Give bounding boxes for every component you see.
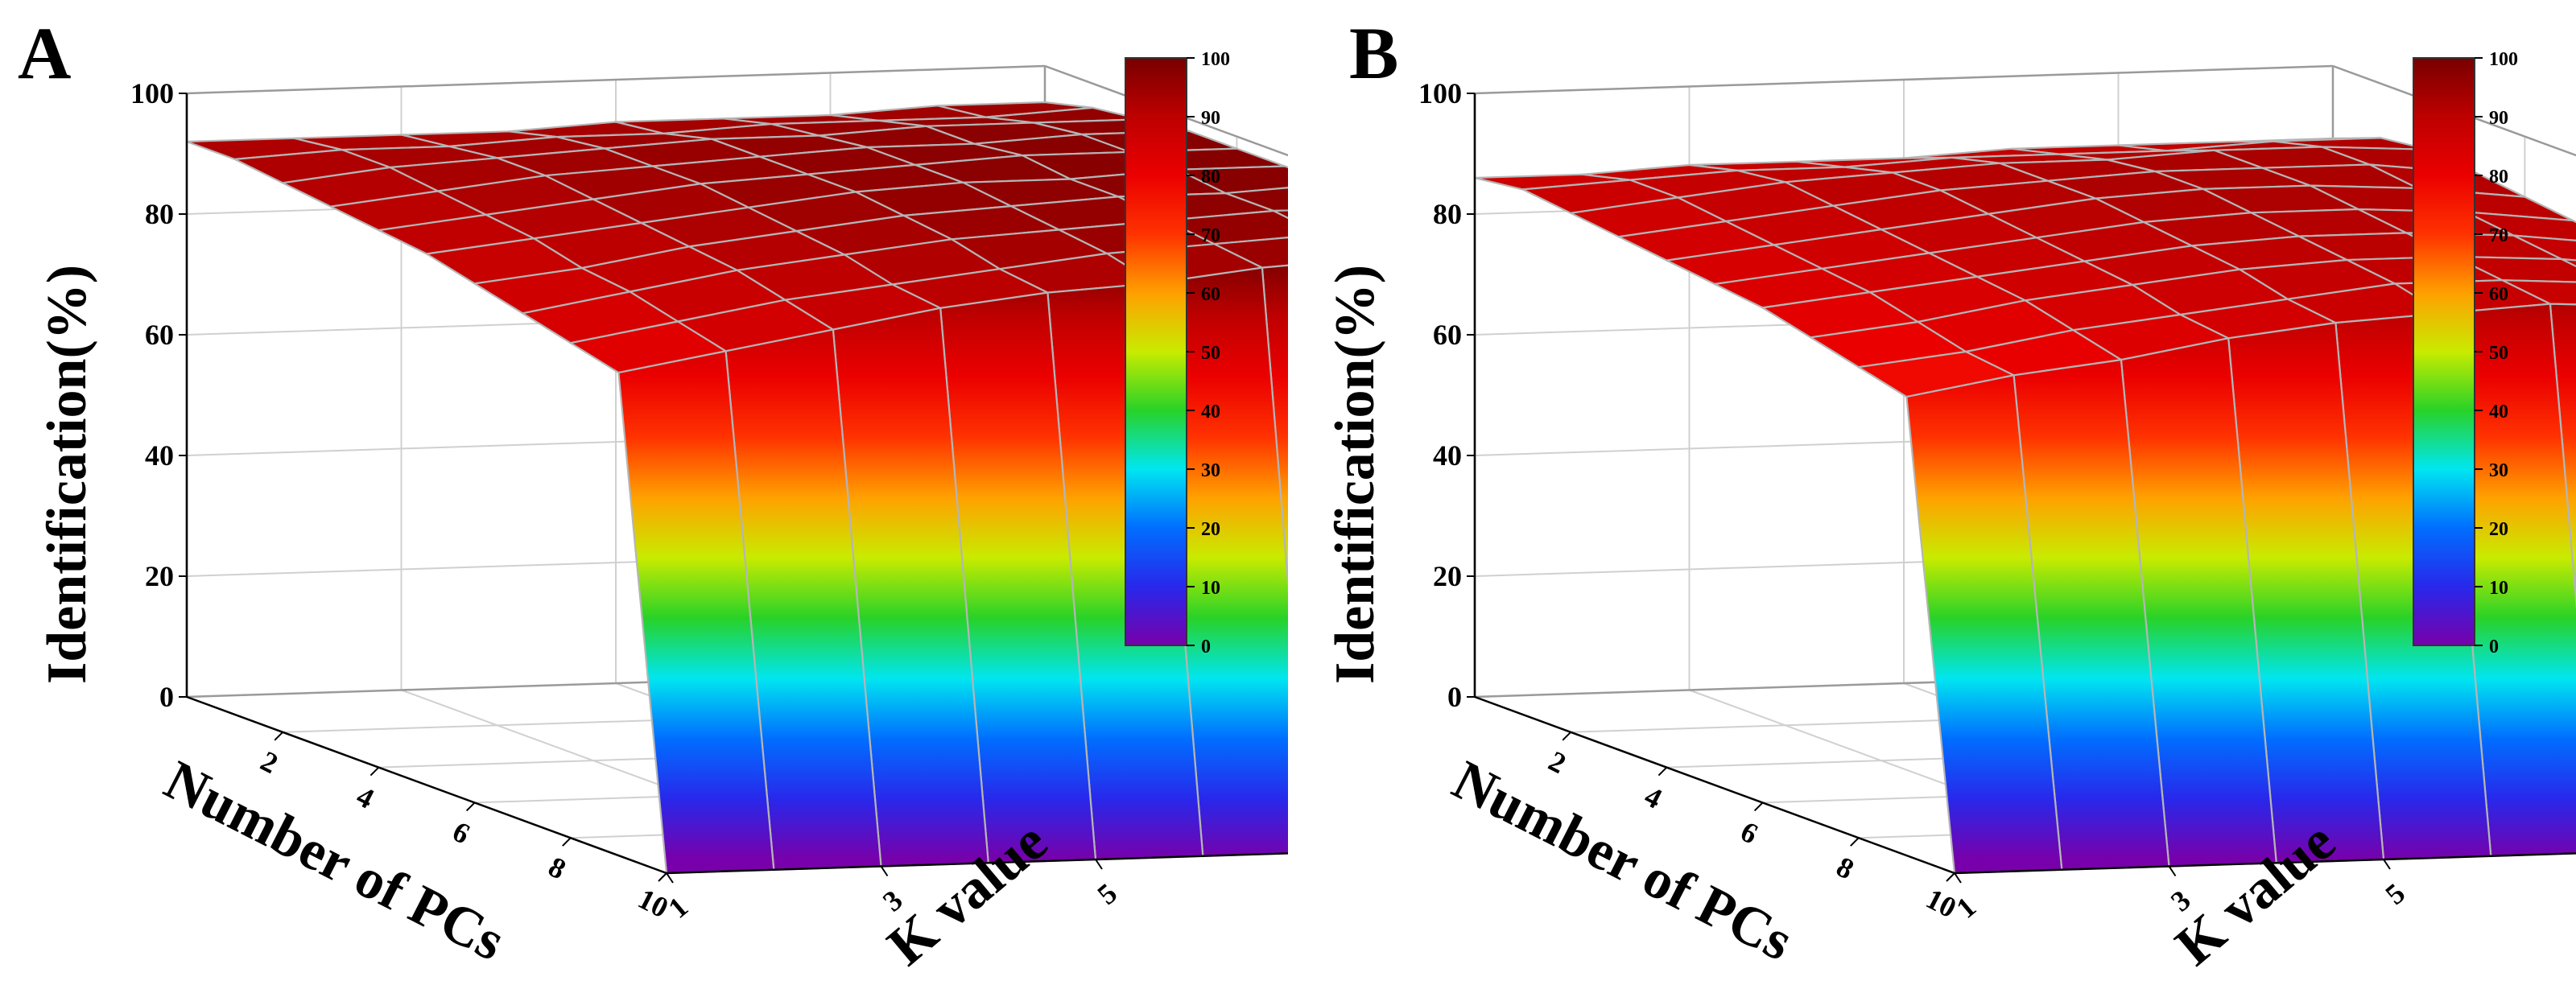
colorbar-tick-label: 0 <box>2489 637 2499 657</box>
pcs-axis-line <box>1474 695 1955 875</box>
panel-label-a: A <box>18 12 72 94</box>
surface-plot-a: 0204060801002468101357901020304050607080… <box>130 49 1288 925</box>
pcs-tick-label: 4 <box>352 780 379 815</box>
colorbar-tick-label: 90 <box>1201 108 1220 129</box>
z-axis-title-b: Identification(%) <box>1324 264 1386 684</box>
box-edge <box>1474 64 2334 95</box>
colorbar-tick-label: 20 <box>1201 519 1220 540</box>
axis-lines <box>1473 93 2576 875</box>
colorbar-tick-label: 70 <box>2489 225 2508 246</box>
pcs-tick-mark <box>1562 732 1571 741</box>
z-tick-label: 80 <box>145 198 174 230</box>
z-axis-title-a: Identification(%) <box>36 264 98 684</box>
pcs-tick-mark <box>1850 837 1860 847</box>
pcs-tick-mark <box>369 766 380 777</box>
colorbar-tick-label: 40 <box>2489 402 2508 422</box>
z-tick-label: 80 <box>1433 198 1462 230</box>
pcs-tick-label: 6 <box>1736 815 1763 851</box>
z-tick-label: 20 <box>1433 560 1462 592</box>
k-axis-line <box>1954 852 2576 875</box>
colorbar-tick-label: 80 <box>1201 167 1220 188</box>
colorbar-tick-label: 10 <box>1201 578 1220 599</box>
z-tick-label: 60 <box>1433 319 1462 351</box>
z-tick-label: 40 <box>145 439 174 472</box>
k-tick-mark <box>1095 859 1103 870</box>
z-tick-label: 100 <box>1418 77 1462 109</box>
colorbar-tick-label: 100 <box>2489 49 2518 70</box>
pcs-tick-mark <box>1946 872 1955 882</box>
k-tick-label: 5 <box>2380 877 2412 911</box>
colorbar-tick-label: 50 <box>2489 343 2508 364</box>
k-tick-mark <box>2383 859 2391 870</box>
colorbar: 0 10 20 30 40 50 60 70 80 90 100 <box>1125 49 1230 657</box>
z-tick-label: 60 <box>145 319 174 351</box>
colorbar-tick-label: 70 <box>1201 225 1220 246</box>
chart-panel-a: 0204060801002468101357901020304050607080… <box>18 12 1288 978</box>
colorbar-gradient <box>1125 57 1187 646</box>
pcs-tick-label: 6 <box>448 815 475 851</box>
pcs-tick-mark <box>658 872 667 882</box>
colorbar-tick-label: 30 <box>2489 460 2508 481</box>
k-tick-mark <box>666 872 674 884</box>
z-tick-label: 0 <box>1447 681 1462 713</box>
pcs-tick-label: 4 <box>1640 780 1667 815</box>
colorbar-tick-label: 80 <box>2489 167 2508 188</box>
surface-mesh <box>1473 137 2576 875</box>
box-edge <box>186 64 1046 95</box>
pcs-tick-label: 2 <box>256 744 283 780</box>
k-tick-mark <box>2168 865 2177 877</box>
colorbar-tick-label: 60 <box>1201 284 1220 305</box>
z-tick-label: 20 <box>145 560 174 592</box>
colorbar-tick-label: 0 <box>1201 637 1211 657</box>
colorbar: 0 10 20 30 40 50 60 70 80 90 100 <box>2413 49 2518 657</box>
pcs-tick-mark <box>465 802 476 812</box>
k-tick-label: 5 <box>1092 877 1124 911</box>
surface-plot-b: 0204060801002468101357901020304050607080… <box>1418 49 2576 925</box>
pcs-tick-label: 2 <box>1544 744 1571 780</box>
panel-label-b: B <box>1349 12 1399 94</box>
colorbar-gradient <box>2413 57 2475 646</box>
pcs-axis-line <box>186 695 667 875</box>
z-tick-label: 100 <box>130 77 174 109</box>
k-tick-mark <box>880 865 889 877</box>
pcs-tick-mark <box>1657 766 1668 777</box>
chart-panel-b: 0204060801002468101357901020304050607080… <box>1288 0 2576 985</box>
colorbar-tick-label: 30 <box>1201 460 1220 481</box>
k-axis-line <box>666 852 1288 875</box>
k-tick-mark <box>1954 872 1962 884</box>
colorbar-tick-label: 10 <box>2489 578 2508 599</box>
pcs-tick-mark <box>1753 802 1764 812</box>
pcs-tick-mark <box>274 732 283 741</box>
colorbar-tick-label: 100 <box>1201 49 1230 70</box>
colorbar-tick-label: 60 <box>2489 284 2508 305</box>
colorbar-tick-label: 20 <box>2489 519 2508 540</box>
z-tick-label: 40 <box>1433 439 1462 472</box>
pcs-tick-label: 8 <box>543 851 571 886</box>
pcs-tick-label: 8 <box>1831 851 1859 886</box>
colorbar-tick-label: 40 <box>1201 402 1220 422</box>
colorbar-tick-label: 90 <box>2489 108 2508 129</box>
axis-lines <box>185 93 1288 875</box>
colorbar-tick-label: 50 <box>1201 343 1220 364</box>
pcs-tick-mark <box>562 837 572 847</box>
z-tick-label: 0 <box>159 681 174 713</box>
